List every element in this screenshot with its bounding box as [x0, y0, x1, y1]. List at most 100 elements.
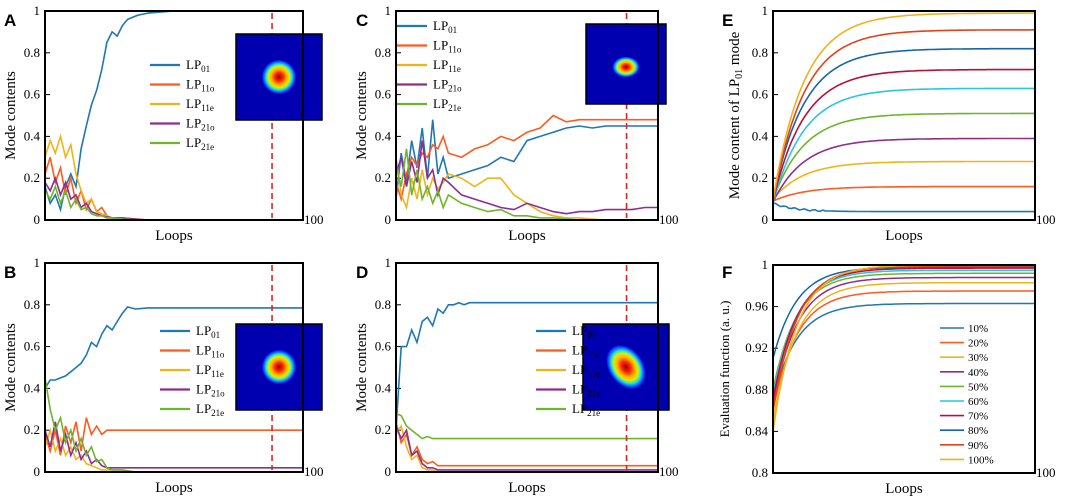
series-line-90% — [772, 28, 1035, 203]
y-tick-label: 0.2 — [375, 170, 391, 185]
series-line-LP21o — [395, 425, 658, 471]
series-line-LP11o — [395, 421, 658, 467]
legend-label-50%: 50% — [968, 381, 988, 393]
series-line-70% — [772, 68, 1035, 202]
y-label-suffix: mode — [727, 31, 743, 68]
legend-label-100%: 100% — [968, 454, 994, 466]
y-tick-label: 0.6 — [24, 339, 41, 354]
y-tick-label: 0.6 — [375, 339, 392, 354]
legend-label-LP21o: LP21o — [196, 382, 225, 399]
plot-frame — [44, 262, 304, 473]
legend-subscript: 01 — [448, 25, 457, 35]
y-tick-label: 1 — [762, 257, 769, 272]
legend-label-LP21o: LP21o — [186, 116, 215, 133]
series-line-10% — [772, 302, 1035, 401]
series-line-100% — [772, 12, 1035, 201]
legend-label-LP11e: LP11e — [433, 57, 461, 74]
legend-label-LP21o: LP21o — [433, 77, 462, 94]
series-line-LP01 — [44, 305, 303, 389]
beam-inset-image — [235, 33, 323, 121]
legend-subscript: 21o — [201, 123, 215, 133]
panel-C: C Mode contents 0 0.2 0.4 0.6 0.8 1 100 Loops LP01… — [354, 3, 679, 244]
legend-subscript: 11e — [201, 103, 214, 113]
series-line-70% — [772, 267, 1035, 401]
series-line-LP21e — [395, 412, 658, 440]
y-axis-label: Mode contents — [354, 71, 370, 160]
panel-F: F Evaluation function (a. u.) 0.8 0.84 0.88 0… — [717, 257, 1056, 497]
y-tick-label: 1 — [34, 3, 41, 18]
legend-subscript: 11o — [587, 350, 601, 360]
panel-label: C — [356, 11, 368, 30]
legend-label-70%: 70% — [968, 411, 988, 423]
legend-subscript: 21e — [211, 408, 224, 418]
y-tick-label: 0.8 — [752, 465, 768, 480]
x-end-tick-label: 100 — [1036, 212, 1056, 227]
x-axis-label: Loops — [885, 481, 923, 497]
series-line-LP11o — [44, 157, 303, 221]
y-label-subscript: 01 — [734, 69, 745, 79]
y-tick-label: 0.2 — [24, 422, 40, 437]
legend-label-90%: 90% — [968, 440, 988, 452]
series-line-100% — [772, 264, 1035, 432]
legend-label-LP11o: LP11o — [433, 38, 462, 55]
legend-label-LP21e: LP21e — [433, 96, 461, 113]
panel-A: A Mode contents 0 0.2 0.4 0.6 0.8 1 100 Loops LP01… — [3, 3, 324, 244]
series-line-30% — [772, 160, 1035, 200]
series-line-LP11e — [44, 133, 303, 221]
series-line-LP21o — [44, 421, 303, 469]
y-tick-label: 1 — [385, 255, 392, 270]
legend-subscript: 11o — [201, 84, 215, 94]
legend-subscript: 01 — [587, 330, 596, 340]
legend-label-40%: 40% — [968, 367, 988, 379]
y-axis-label: Mode contents — [3, 71, 19, 160]
beam-spot — [261, 59, 297, 95]
y-axis-label: Mode content of LP01 mode — [727, 31, 745, 199]
series-line-80% — [772, 266, 1035, 359]
legend-subscript: 21e — [448, 103, 461, 113]
y-tick-label: 1 — [762, 3, 769, 18]
x-axis-label: Loops — [508, 480, 546, 496]
series-line-LP21o — [395, 140, 658, 215]
series-line-40% — [772, 276, 1035, 406]
legend-subscript: 01 — [211, 330, 220, 340]
legend-subscript: 11e — [448, 64, 461, 74]
beam-spot — [261, 349, 297, 385]
plot-frame — [772, 10, 1036, 221]
x-axis-label: Loops — [508, 228, 546, 244]
y-tick-label: 0.8 — [752, 45, 768, 60]
legend-subscript: 21e — [587, 408, 600, 418]
series-line-LP11o — [395, 114, 658, 203]
legend-label-LP01: LP01 — [196, 323, 220, 340]
y-tick-label: 0.8 — [24, 297, 40, 312]
legend-label-LP21e: LP21e — [196, 401, 224, 418]
y-tick-label: 0.4 — [752, 128, 769, 143]
y-tick-label: 0.8 — [24, 45, 40, 60]
y-tick-label: 0.2 — [752, 170, 768, 185]
y-tick-label: 0.6 — [375, 87, 392, 102]
series-line-80% — [772, 47, 1035, 200]
legend-subscript: 01 — [201, 64, 210, 74]
panel-label: D — [356, 263, 368, 282]
legend-subscript: 11o — [211, 350, 225, 360]
beam-spot — [606, 344, 646, 390]
x-end-tick-label: 100 — [659, 212, 679, 227]
y-tick-label: 0.8 — [375, 297, 391, 312]
series-line-LP11o — [44, 417, 303, 456]
panel-label: E — [722, 11, 733, 30]
panel-label: B — [4, 263, 16, 282]
legend-label-20%: 20% — [968, 338, 988, 350]
y-tick-label: 0.4 — [375, 380, 392, 395]
y-tick-label: 0 — [762, 212, 769, 227]
x-end-tick-label: 100 — [1036, 465, 1056, 480]
plot-frame — [44, 10, 304, 221]
y-tick-label: 0 — [34, 464, 41, 479]
legend-subscript: 21o — [448, 84, 462, 94]
y-tick-label: 0.88 — [745, 382, 768, 397]
legend-label-30%: 30% — [968, 352, 988, 364]
legend-subscript: 21e — [201, 142, 214, 152]
x-end-tick-label: 100 — [304, 212, 324, 227]
legend-label-LP21e: LP21e — [186, 135, 214, 152]
series-line-40% — [772, 137, 1035, 203]
